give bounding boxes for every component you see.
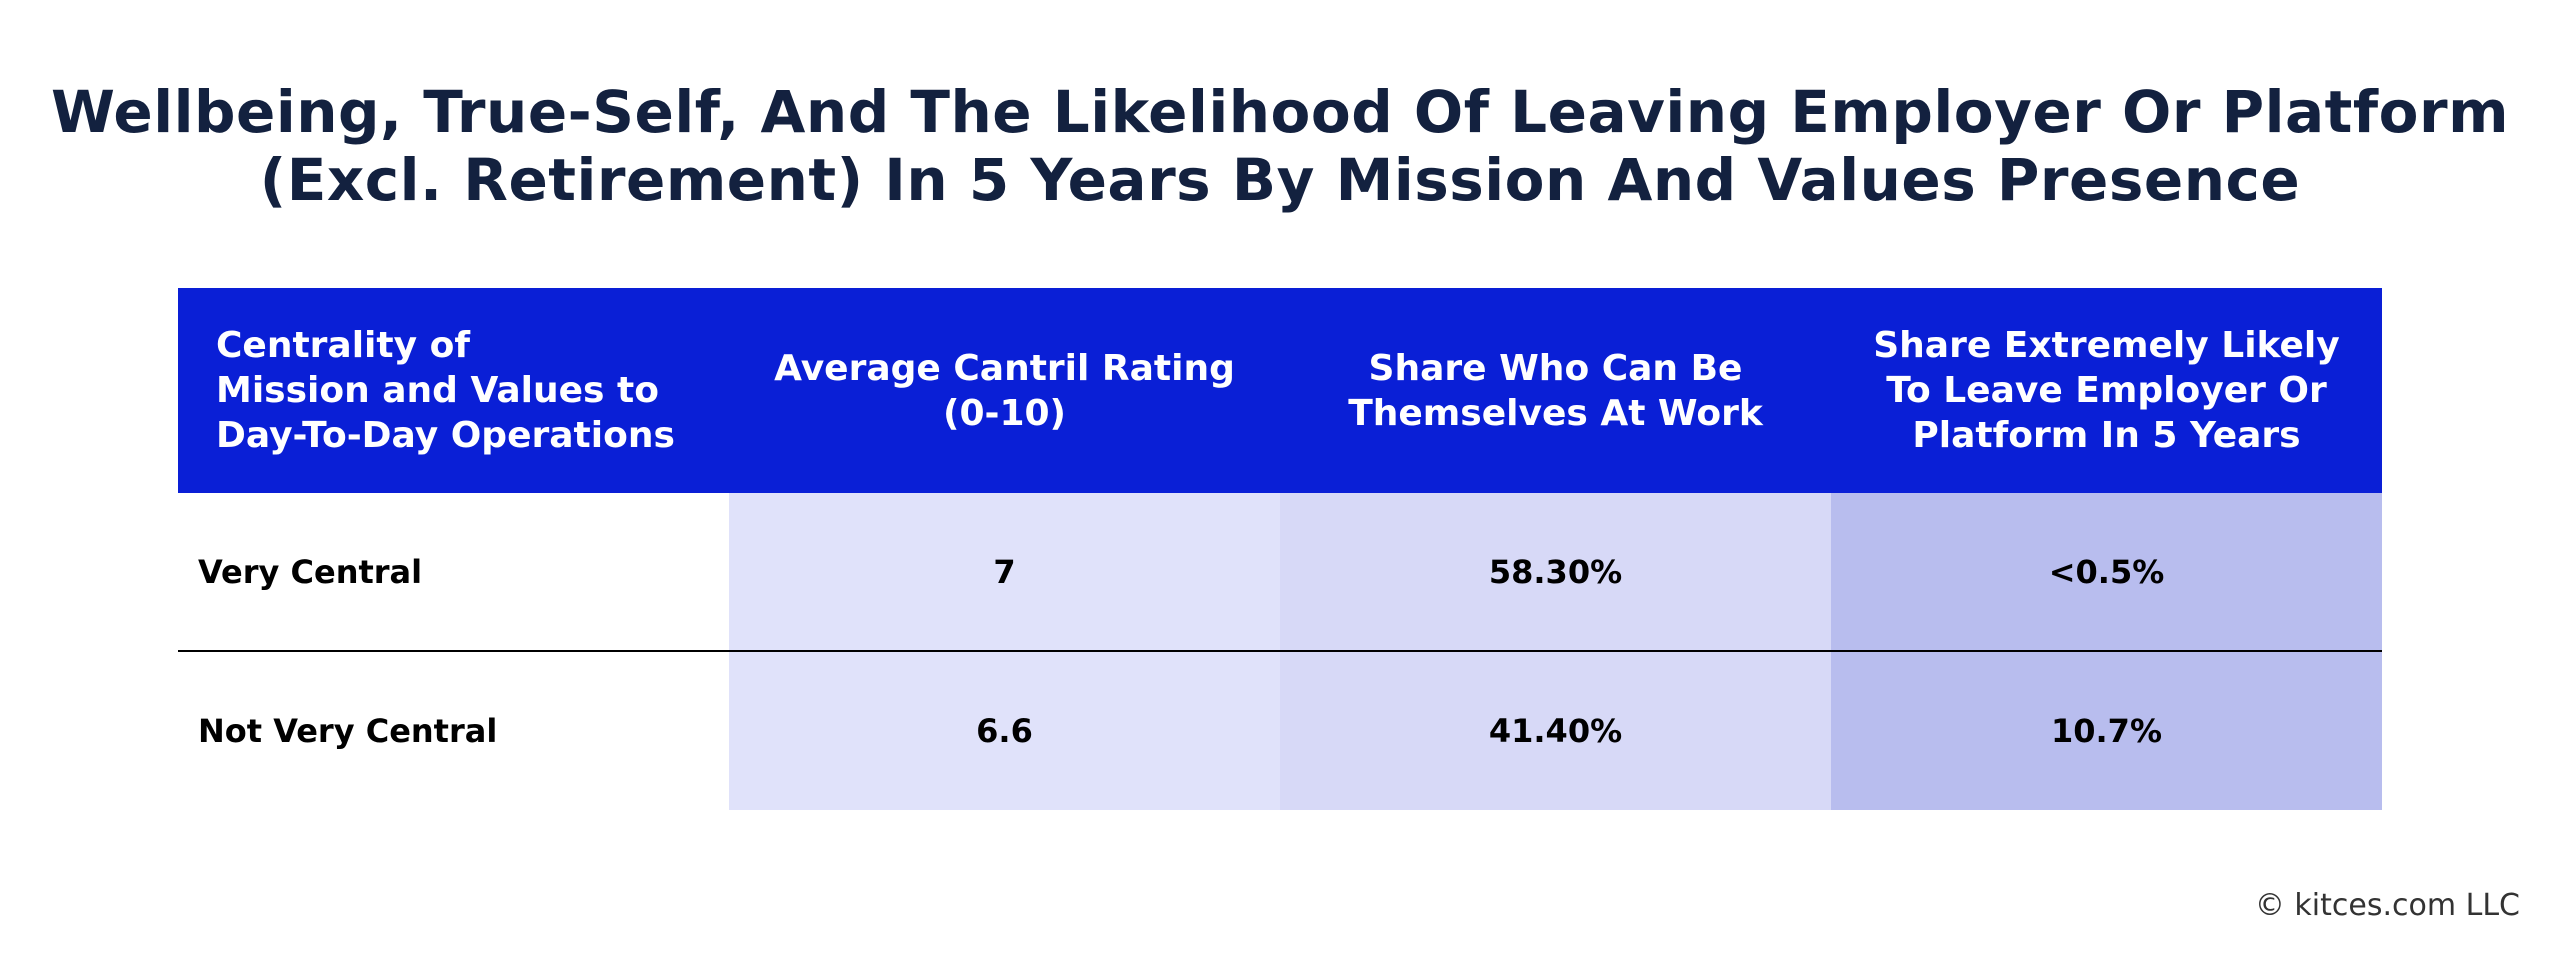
table-header-row: Centrality of Mission and Values to Day-… bbox=[178, 288, 2382, 493]
header-text-line: Average Cantril Rating bbox=[774, 347, 1235, 389]
header-text-line: Themselves At Work bbox=[1348, 392, 1763, 434]
row-label: Very Central bbox=[178, 493, 729, 651]
header-cell-likely-to-leave: Share Extremely Likely To Leave Employer… bbox=[1831, 288, 2382, 493]
header-text-line: Platform In 5 Years bbox=[1912, 415, 2301, 456]
cell-themselves-at-work: 58.30% bbox=[1280, 493, 1831, 651]
header-text-line: Mission and Values to bbox=[216, 370, 659, 411]
header-text-line: (0-10) bbox=[943, 392, 1066, 434]
table-row-very-central: Very Central 7 58.30% <0.5% bbox=[178, 493, 2382, 651]
header-cell-centrality: Centrality of Mission and Values to Day-… bbox=[178, 288, 729, 493]
table-row-not-very-central: Not Very Central 6.6 41.40% 10.7% bbox=[178, 652, 2382, 810]
header-text-line: Share Extremely Likely bbox=[1873, 325, 2340, 366]
chart-title: Wellbeing, True-Self, And The Likelihood… bbox=[0, 78, 2560, 214]
row-label: Not Very Central bbox=[178, 652, 729, 810]
header-text-line: Day-To-Day Operations bbox=[216, 415, 675, 456]
header-cell-themselves-at-work: Share Who Can Be Themselves At Work bbox=[1280, 288, 1831, 493]
header-text-line: Centrality of bbox=[216, 325, 471, 366]
copyright-notice: © kitces.com LLC bbox=[2254, 888, 2520, 923]
cell-themselves-at-work: 41.40% bbox=[1280, 652, 1831, 810]
cell-cantril-rating: 6.6 bbox=[729, 652, 1280, 810]
row-divider bbox=[178, 650, 2382, 652]
header-text-line: Share Who Can Be bbox=[1368, 347, 1743, 389]
header-cell-cantril-rating: Average Cantril Rating (0-10) bbox=[729, 288, 1280, 493]
chart-title-line-2: (Excl. Retirement) In 5 Years By Mission… bbox=[259, 146, 2301, 214]
cell-cantril-rating: 7 bbox=[729, 493, 1280, 651]
cell-likely-to-leave: 10.7% bbox=[1831, 652, 2382, 810]
cell-likely-to-leave: <0.5% bbox=[1831, 493, 2382, 651]
data-table: Centrality of Mission and Values to Day-… bbox=[178, 288, 2382, 810]
chart-title-line-1: Wellbeing, True-Self, And The Likelihood… bbox=[50, 78, 2510, 146]
header-text-line: To Leave Employer Or bbox=[1886, 370, 2327, 411]
